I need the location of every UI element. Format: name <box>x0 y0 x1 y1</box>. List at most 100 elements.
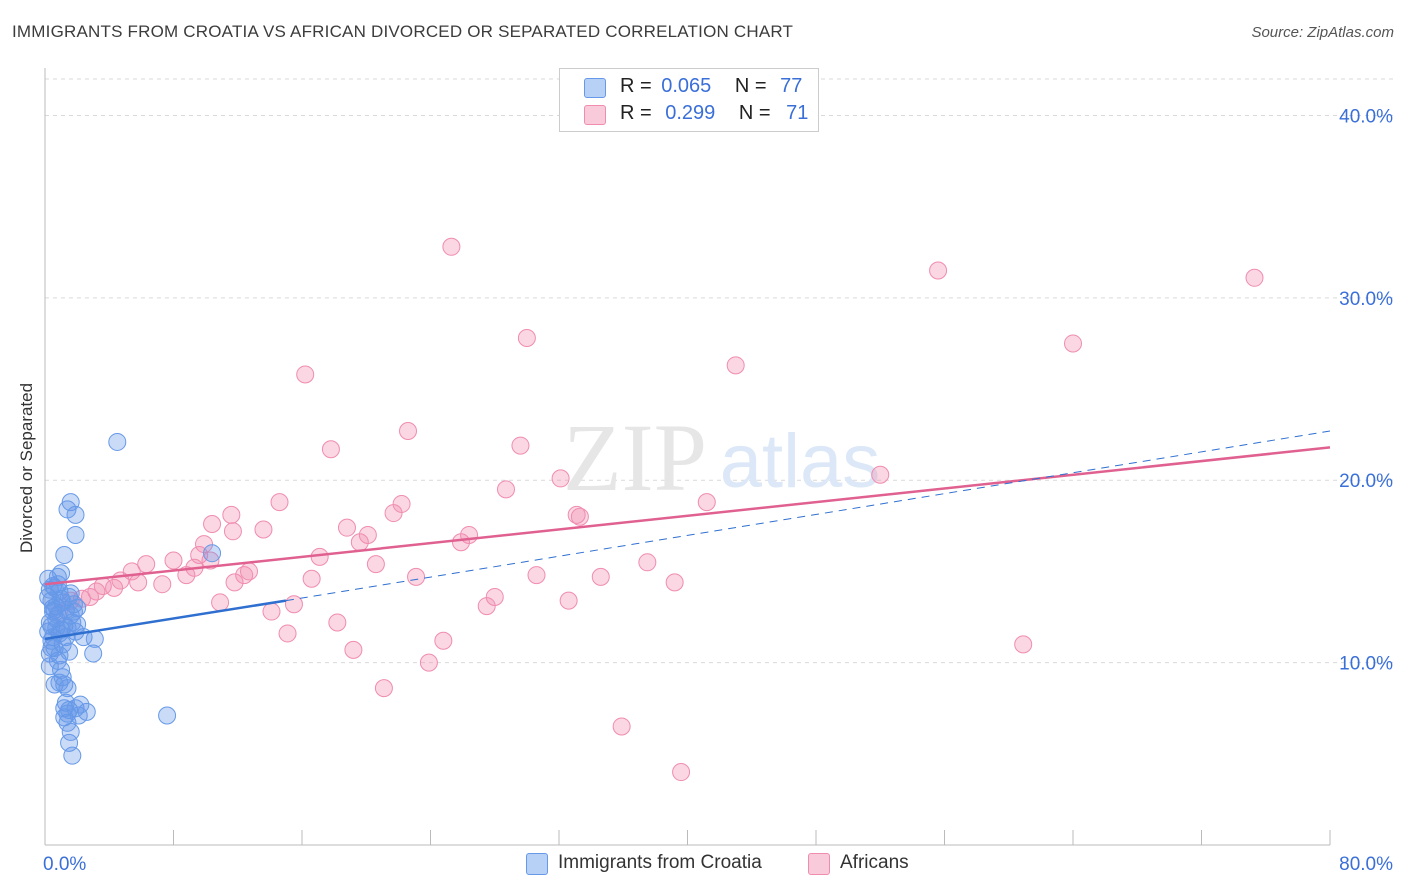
legend-r-value: 0.065 <box>661 75 712 97</box>
africans-point <box>567 505 586 524</box>
africans-point <box>105 578 124 597</box>
watermark-atlas: atlas <box>720 419 881 504</box>
trend-lines <box>44 430 1331 641</box>
africans-point <box>239 562 258 581</box>
legend-swatch-pink <box>584 105 606 125</box>
y-tick-label: 30.0% <box>1339 289 1393 310</box>
croatia-point <box>58 500 77 519</box>
africans-point <box>203 515 222 534</box>
africans-point <box>434 631 453 650</box>
africans-point <box>559 591 578 610</box>
y-tick-label: 10.0% <box>1339 654 1393 675</box>
croatia-point <box>108 432 127 451</box>
africans-point <box>419 653 438 672</box>
croatia-point <box>77 702 96 721</box>
africans-point <box>477 597 496 616</box>
africans-point <box>270 493 289 512</box>
chart-title: IMMIGRANTS FROM CROATIA VS AFRICAN DIVOR… <box>12 22 794 41</box>
croatia-point <box>55 699 74 718</box>
legend-r-value: 0.299 <box>665 102 716 124</box>
africans-point <box>358 525 377 544</box>
africans-point <box>511 436 530 455</box>
africans-point <box>527 566 546 585</box>
y-tick-label: 20.0% <box>1339 471 1393 492</box>
legend-n-label: N = <box>738 102 771 124</box>
africans-point <box>612 717 631 736</box>
africans-point <box>296 365 315 384</box>
legend-n-value: 71 <box>786 102 809 124</box>
africans-point <box>225 573 244 592</box>
africans-point <box>223 522 242 541</box>
africans-point <box>262 602 281 621</box>
africans-point <box>638 553 657 572</box>
africans-point <box>201 551 220 570</box>
bottom-legend-swatch-africans <box>808 853 830 875</box>
africans-trend-line <box>44 446 1331 586</box>
legend-n-label: N = <box>734 75 767 97</box>
africans-point <box>407 567 426 586</box>
tick-labels: 10.0% 20.0% 30.0% 40.0% 0.0% 80.0% <box>43 106 1393 875</box>
africans-point <box>222 505 241 524</box>
legend-row-croatia: R = 0.065 N = 77 <box>584 75 803 98</box>
africans-point <box>399 421 418 440</box>
croatia-point <box>61 584 80 603</box>
croatia-point <box>84 644 103 663</box>
africans-point <box>1064 334 1082 353</box>
croatia-point <box>63 746 82 765</box>
africans-point <box>254 520 273 539</box>
bottom-legend-croatia: Immigrants from Croatia <box>558 852 762 873</box>
legend-row-africans: R = 0.299 N = 71 <box>584 102 809 125</box>
croatia-point <box>52 589 71 608</box>
africans-point <box>665 573 684 592</box>
africans-point <box>496 480 515 499</box>
africans-point <box>153 575 172 594</box>
africans-point <box>697 493 716 512</box>
croatia-point <box>55 546 74 565</box>
croatia-point <box>55 675 74 694</box>
africans-point <box>302 569 321 588</box>
africans-point <box>871 465 890 484</box>
africans-point <box>517 328 536 347</box>
bottom-legend-africans: Africans <box>840 852 909 873</box>
africans-point <box>1014 635 1033 654</box>
legend-r-label: R = <box>620 102 652 124</box>
croatia-point <box>58 704 77 723</box>
africans-point <box>374 679 393 698</box>
x-tick-label-max: 80.0% <box>1339 854 1393 875</box>
africans-point <box>321 440 340 459</box>
africans-point <box>551 469 570 488</box>
axes <box>44 68 1331 846</box>
y-tick-label: 40.0% <box>1339 106 1393 127</box>
x-tick-label-min: 0.0% <box>43 854 86 875</box>
africans-point <box>211 593 230 612</box>
legend-r-label: R = <box>620 75 652 97</box>
africans-point <box>337 518 356 537</box>
africans-point <box>344 640 363 659</box>
africans-point <box>726 356 745 375</box>
africans-point <box>164 551 183 570</box>
africans-point <box>672 763 691 782</box>
bottom-legend-swatch-croatia <box>526 853 548 875</box>
africans-point <box>366 555 385 574</box>
croatia-point <box>66 622 85 641</box>
croatia-point <box>158 706 177 725</box>
croatia-point <box>45 600 64 619</box>
africans-point <box>137 555 156 574</box>
africans-point <box>1245 268 1264 287</box>
watermark-zip: ZIP <box>563 404 707 511</box>
africans-point <box>235 566 254 585</box>
africans-point <box>129 573 148 592</box>
africans-point <box>442 237 461 256</box>
africans-point <box>278 624 297 643</box>
croatia-point <box>66 525 85 544</box>
africans-point <box>570 507 589 526</box>
croatia-point <box>50 646 69 665</box>
legend-n-value: 77 <box>780 75 803 97</box>
croatia-point <box>203 544 222 563</box>
croatia-trend-line <box>44 599 287 641</box>
africans-point <box>591 567 610 586</box>
source-label: Source: ZipAtlas.com <box>1251 24 1394 41</box>
africans-point <box>392 494 411 513</box>
africans-point <box>929 261 948 280</box>
